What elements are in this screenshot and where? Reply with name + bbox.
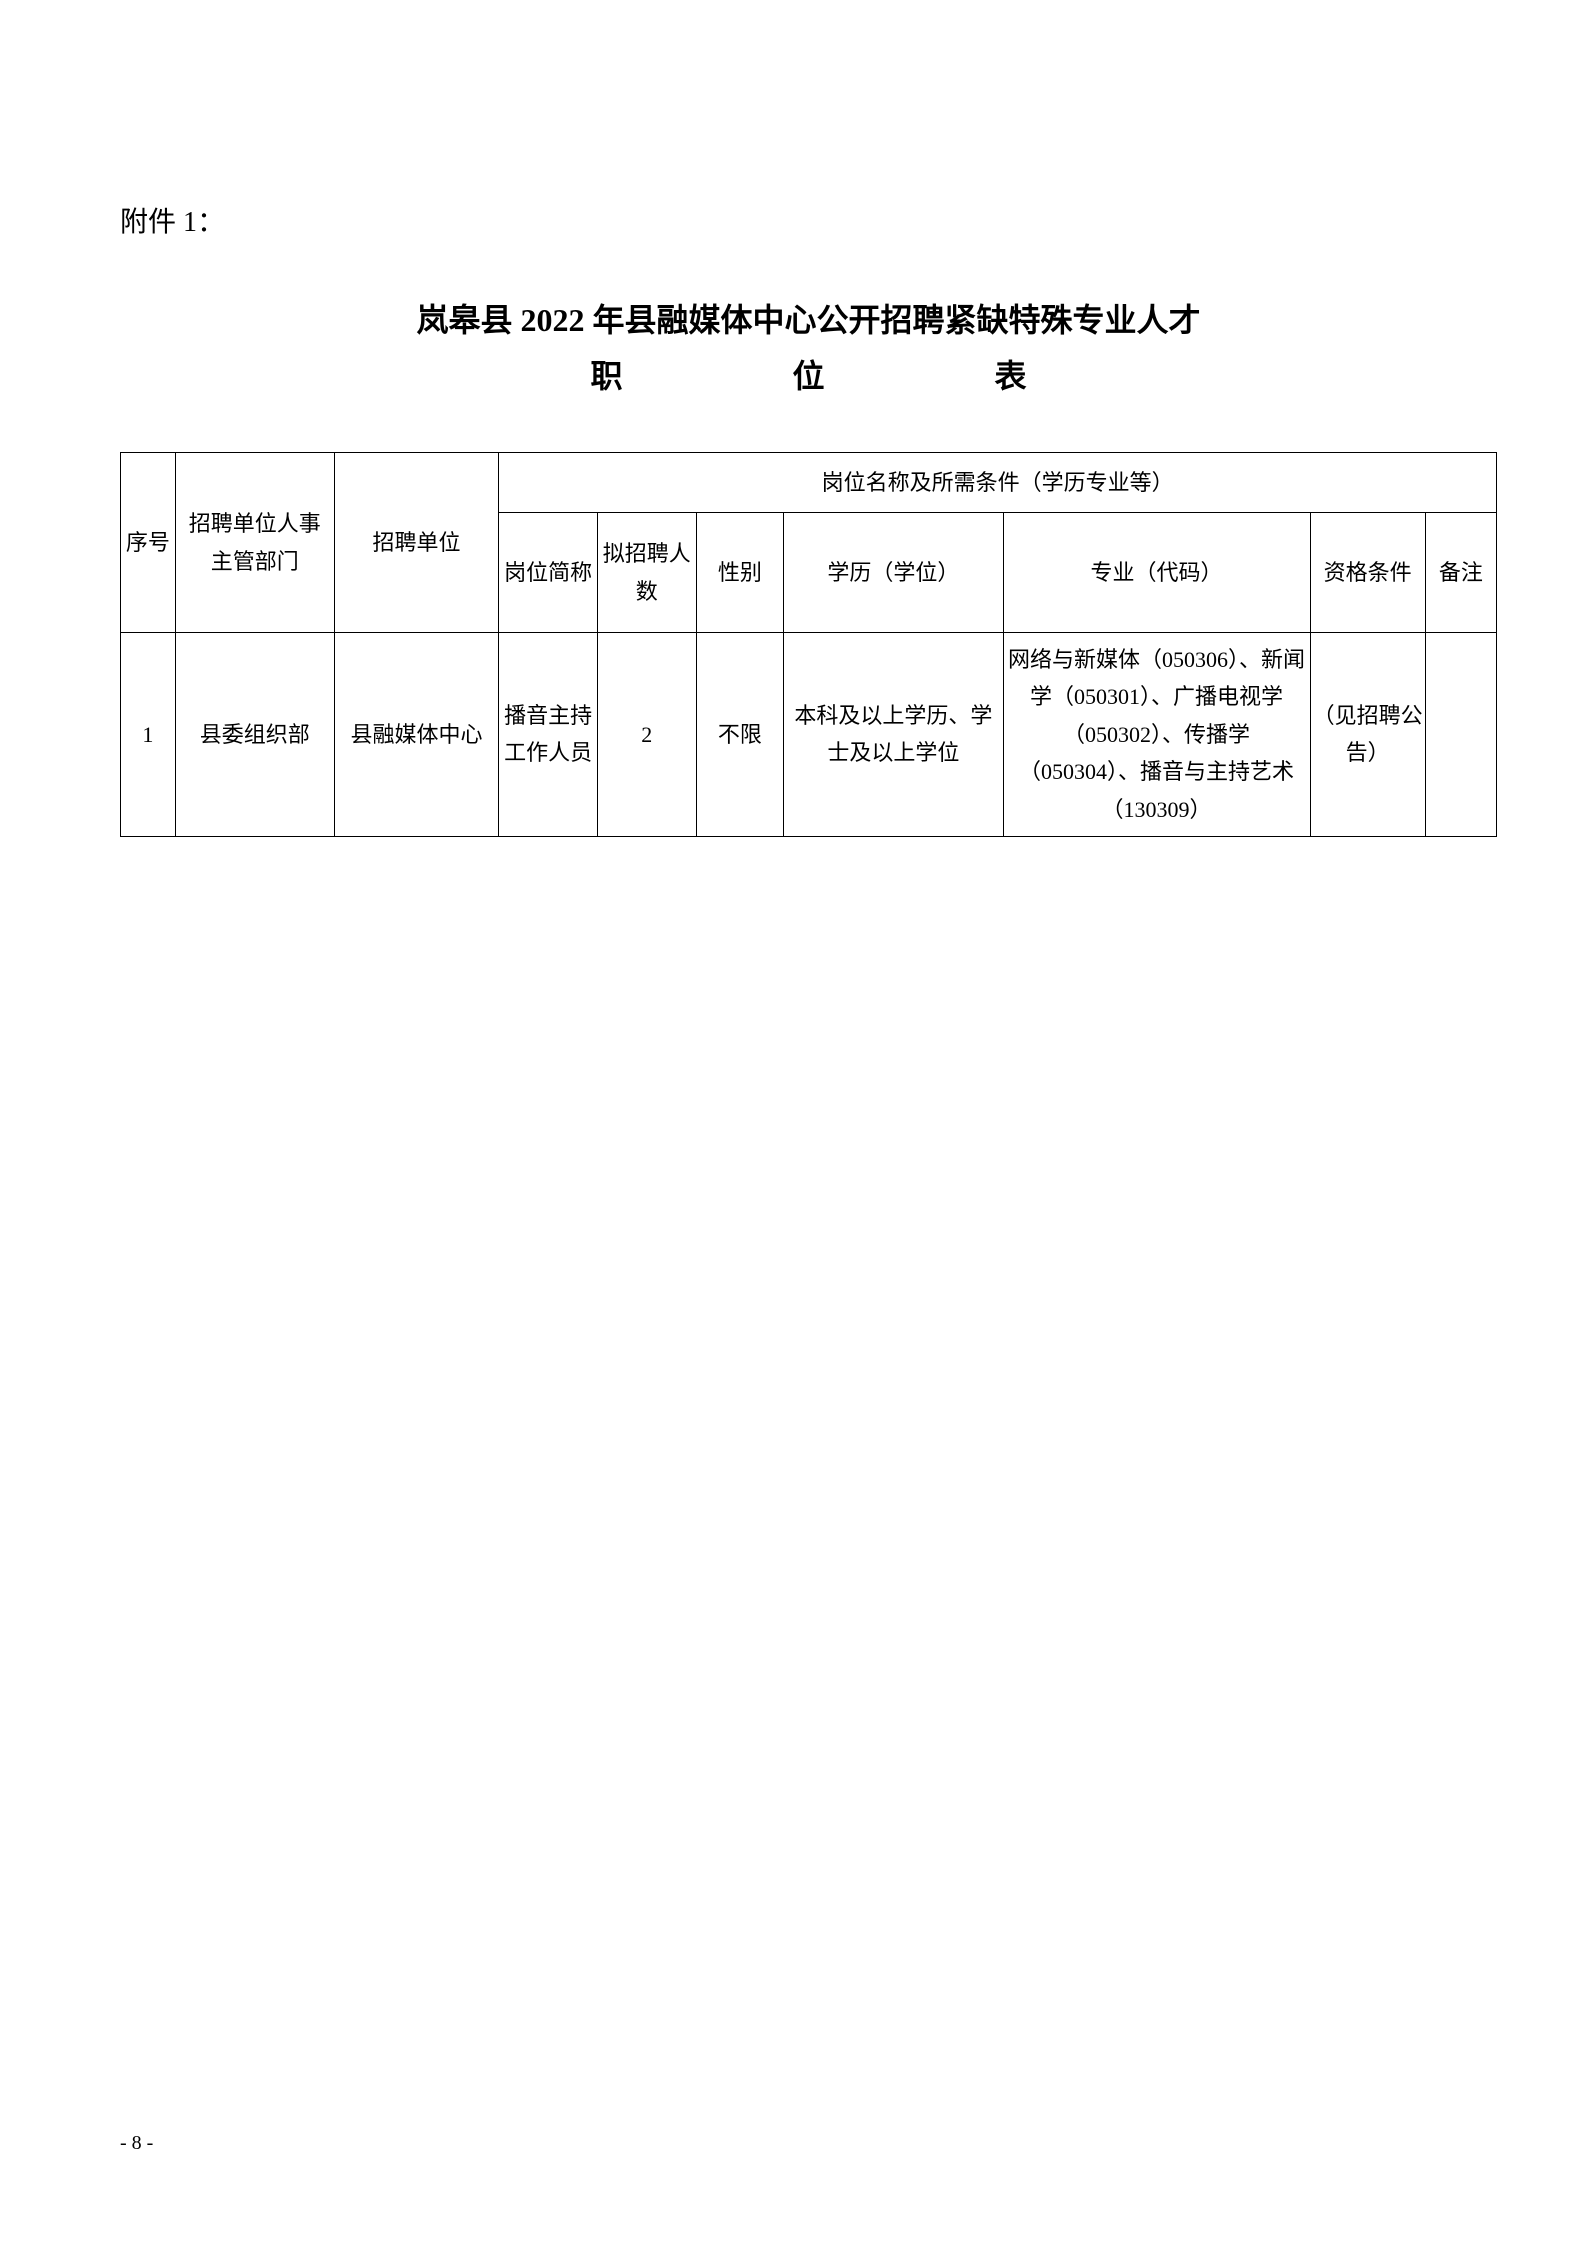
title-char: 表 <box>995 351 1027 397</box>
cell-count: 2 <box>597 633 696 837</box>
title-char: 职 <box>590 351 622 397</box>
col-header-note: 备注 <box>1425 513 1496 633</box>
col-header-gender: 性别 <box>696 513 784 633</box>
cell-unit: 县融媒体中心 <box>334 633 498 837</box>
title-line1: 岚皋县 2022 年县融媒体中心公开招聘紧缺特殊专业人才 <box>120 295 1497 341</box>
col-header-position: 岗位简称 <box>499 513 598 633</box>
title-line2: 职 位 表 <box>120 351 1497 397</box>
table-header-row-1: 序号 招聘单位人事主管部门 招聘单位 岗位名称及所需条件（学历专业等） <box>121 453 1497 513</box>
title-char: 位 <box>792 351 824 397</box>
cell-note <box>1425 633 1496 837</box>
col-header-major: 专业（代码） <box>1003 513 1310 633</box>
cell-dept: 县委组织部 <box>175 633 334 837</box>
col-header-education: 学历（学位） <box>784 513 1003 633</box>
cell-seq: 1 <box>121 633 176 837</box>
col-header-seq: 序号 <box>121 453 176 633</box>
col-header-qualification: 资格条件 <box>1310 513 1425 633</box>
page-container: 附件 1： 岚皋县 2022 年县融媒体中心公开招聘紧缺特殊专业人才 职 位 表… <box>0 0 1587 837</box>
attachment-label: 附件 1： <box>120 200 1497 240</box>
cell-education: 本科及以上学历、学士及以上学位 <box>784 633 1003 837</box>
cell-gender: 不限 <box>696 633 784 837</box>
col-header-dept: 招聘单位人事主管部门 <box>175 453 334 633</box>
col-header-unit: 招聘单位 <box>334 453 498 633</box>
cell-major: 网络与新媒体（050306）、新闻学（050301）、广播电视学（050302）… <box>1003 633 1310 837</box>
page-number: - 8 - <box>120 2132 153 2155</box>
table-body: 1 县委组织部 县融媒体中心 播音主持工作人员 2 不限 本科及以上学历、学士及… <box>121 633 1497 837</box>
col-header-conditions: 岗位名称及所需条件（学历专业等） <box>499 453 1497 513</box>
col-header-count: 拟招聘人数 <box>597 513 696 633</box>
cell-position: 播音主持工作人员 <box>499 633 598 837</box>
table-row: 1 县委组织部 县融媒体中心 播音主持工作人员 2 不限 本科及以上学历、学士及… <box>121 633 1497 837</box>
title-block: 岚皋县 2022 年县融媒体中心公开招聘紧缺特殊专业人才 职 位 表 <box>120 295 1497 397</box>
cell-qualification: （见招聘公告） <box>1310 633 1425 837</box>
table-header: 序号 招聘单位人事主管部门 招聘单位 岗位名称及所需条件（学历专业等） 岗位简称… <box>121 453 1497 633</box>
positions-table: 序号 招聘单位人事主管部门 招聘单位 岗位名称及所需条件（学历专业等） 岗位简称… <box>120 452 1497 837</box>
